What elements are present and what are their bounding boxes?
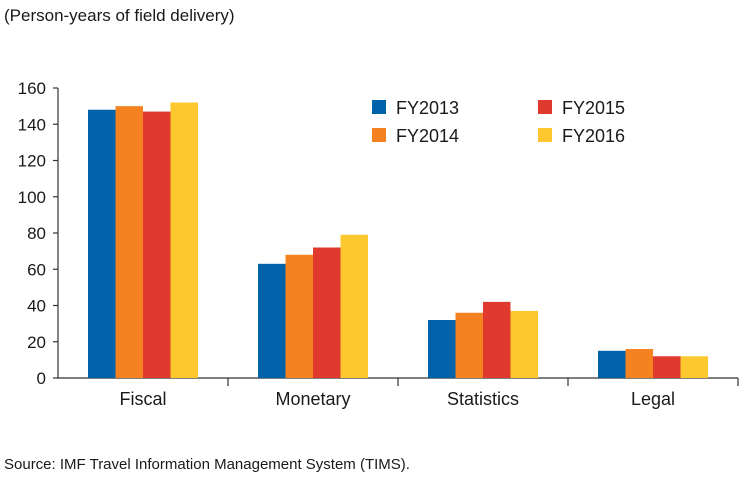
bar-fy2013-fiscal	[88, 109, 116, 378]
y-axis-label: (Person-years of field delivery)	[4, 6, 235, 25]
bar-fy2013-monetary	[258, 263, 286, 378]
bar-fy2015-statistics	[483, 301, 511, 378]
x-tick-label: Monetary	[275, 389, 350, 409]
bar-fy2013-statistics	[428, 320, 456, 378]
bar-fy2014-fiscal	[115, 106, 143, 378]
legend-swatch-fy2015	[538, 100, 552, 114]
bar-fy2015-fiscal	[143, 111, 171, 378]
bar-fy2014-statistics	[455, 312, 483, 378]
y-tick-label: 60	[27, 260, 46, 279]
legend-label-fy2013: FY2013	[396, 98, 459, 118]
legend-label-fy2016: FY2016	[562, 126, 625, 146]
legend-swatch-fy2016	[538, 128, 552, 142]
bar-fy2016-legal	[680, 356, 708, 378]
y-tick-label: 140	[18, 115, 46, 134]
legend-swatch-fy2013	[372, 100, 386, 114]
y-tick-label: 120	[18, 152, 46, 171]
y-tick-label: 0	[37, 369, 46, 388]
bar-fy2013-legal	[598, 350, 626, 378]
legend-swatch-fy2014	[372, 128, 386, 142]
source-note: Source: IMF Travel Information Managemen…	[4, 456, 410, 473]
x-tick-label: Statistics	[447, 389, 519, 409]
y-tick-label: 160	[18, 79, 46, 98]
bars	[88, 102, 708, 378]
y-tick-label: 20	[27, 333, 46, 352]
bar-fy2016-monetary	[340, 234, 368, 378]
bar-fy2016-fiscal	[170, 102, 198, 378]
x-tick-label: Fiscal	[119, 389, 166, 409]
y-tick-label: 80	[27, 224, 46, 243]
y-tick-label: 40	[27, 297, 46, 316]
y-tick-label: 100	[18, 188, 46, 207]
axes: 0 20 40 60 80 100 120 140 160 Fiscal Monetary Stati…	[18, 79, 739, 409]
legend-label-fy2015: FY2015	[562, 98, 625, 118]
bar-fy2016-statistics	[510, 310, 538, 378]
legend-label-fy2014: FY2014	[396, 126, 459, 146]
legend: FY2013 FY2014 FY2015 FY2016	[372, 98, 625, 146]
bar-chart: (Person-years of field delivery) 0 20 40 60…	[4, 6, 739, 409]
bar-fy2015-legal	[653, 356, 681, 378]
bar-fy2014-monetary	[285, 254, 313, 378]
bar-fy2015-monetary	[313, 247, 341, 378]
bar-fy2014-legal	[625, 349, 653, 378]
x-tick-label: Legal	[631, 389, 675, 409]
